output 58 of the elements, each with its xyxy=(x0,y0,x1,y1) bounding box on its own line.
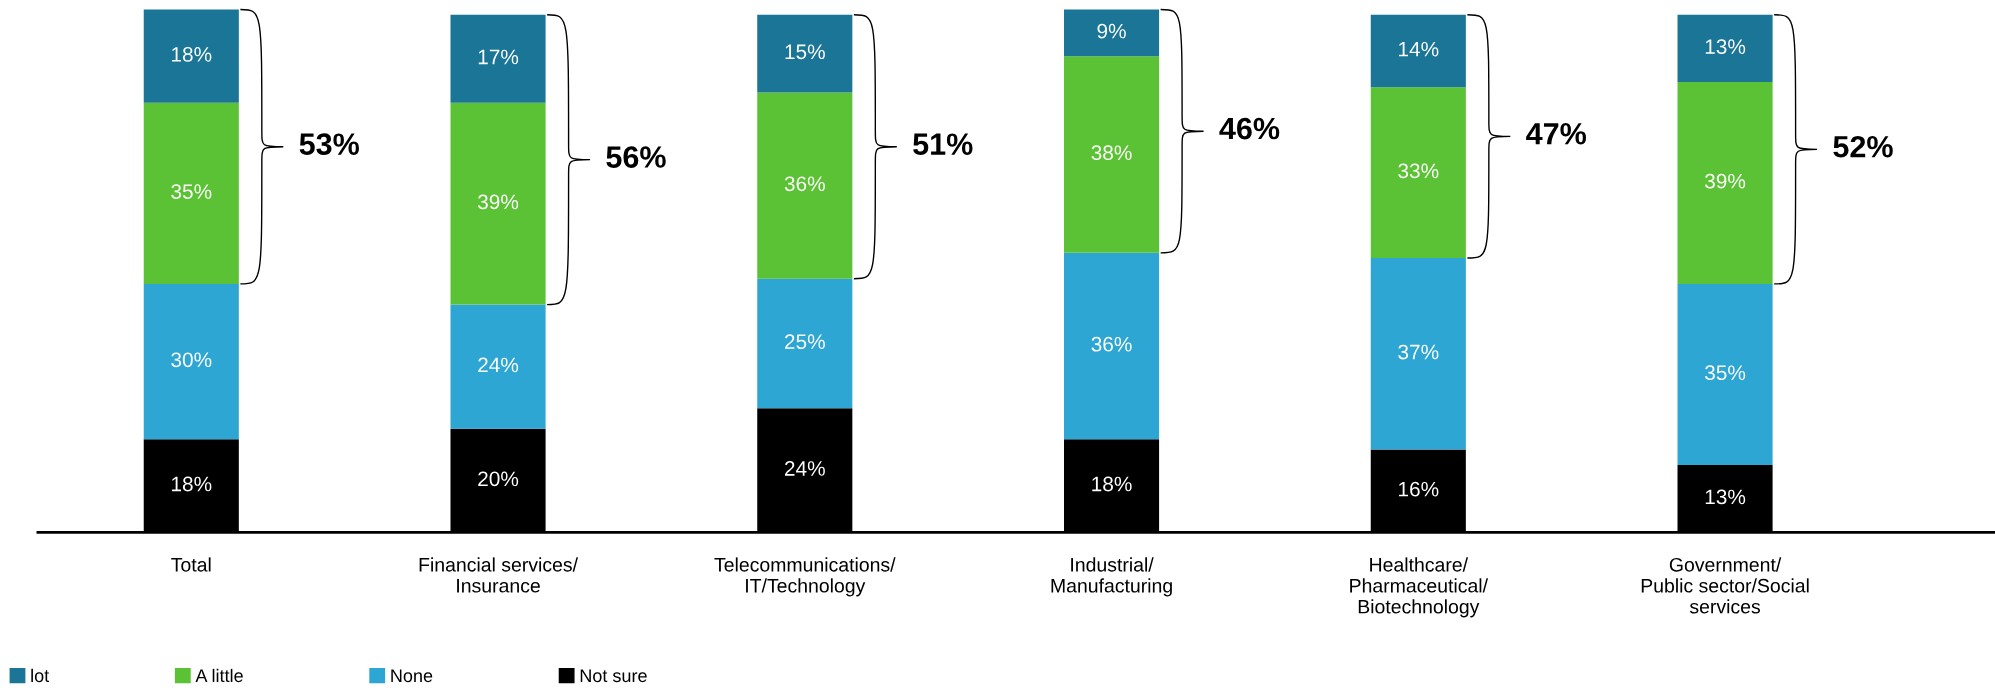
bar xyxy=(143,283,239,440)
data-label: 39% xyxy=(1705,173,1746,189)
annotation: 47% xyxy=(1526,123,1587,145)
data-label: 24% xyxy=(784,461,825,476)
data-label: 36% xyxy=(1091,336,1132,352)
x-tick-label: Government/ Public sector/Social services xyxy=(1641,557,1809,614)
bar xyxy=(1677,14,1773,83)
legend-label: None xyxy=(391,669,433,683)
data-label: 16% xyxy=(1399,481,1439,497)
annotation: 51% xyxy=(913,133,973,155)
data-label: 24% xyxy=(478,357,519,373)
data-label: 33% xyxy=(1398,163,1439,179)
data-label: 18% xyxy=(172,46,212,62)
legend-label: Not sure xyxy=(580,669,647,683)
data-label: 17% xyxy=(478,49,519,65)
data-label: 25% xyxy=(784,334,825,350)
bar xyxy=(1677,82,1773,284)
x-tick-label: Telecommunications/ IT/Technology xyxy=(714,557,896,597)
data-label: 18% xyxy=(172,476,212,492)
data-label: 35% xyxy=(1705,365,1746,381)
x-tick-label: Financial services/ Insurance xyxy=(419,557,579,593)
x-tick-label: Healthcare/ Pharmaceutical/ Biotechnology xyxy=(1350,557,1489,618)
bar xyxy=(1370,87,1466,259)
annotation: 46% xyxy=(1219,117,1280,140)
x-tick-label: Total xyxy=(171,557,211,572)
data-label: 38% xyxy=(1091,145,1132,161)
data-label: 14% xyxy=(1399,41,1439,57)
data-label: 18% xyxy=(1092,476,1132,492)
bar xyxy=(1064,56,1160,253)
annotation: 56% xyxy=(606,146,666,168)
data-label: 30% xyxy=(171,352,212,368)
data-label: 36% xyxy=(784,176,825,192)
bar xyxy=(143,9,239,103)
bar xyxy=(1064,252,1160,440)
data-label: 15% xyxy=(785,44,825,60)
bar xyxy=(757,92,853,279)
data-label: 9% xyxy=(1097,23,1126,39)
bar xyxy=(450,14,546,103)
bar xyxy=(450,304,546,429)
legend-label: lot xyxy=(31,668,50,683)
data-label: 35% xyxy=(171,184,212,199)
bar xyxy=(757,14,853,93)
bar xyxy=(143,102,239,284)
legend-label: A little xyxy=(195,668,243,683)
bar xyxy=(757,278,853,409)
data-label: 20% xyxy=(478,471,519,487)
data-label: 39% xyxy=(477,194,519,210)
annotation: 53% xyxy=(299,133,359,155)
bar xyxy=(1370,14,1466,88)
data-label: 13% xyxy=(1705,489,1746,505)
annotation: 52% xyxy=(1833,135,1893,158)
bar xyxy=(1370,258,1466,450)
data-label: 13% xyxy=(1705,39,1746,54)
x-tick-label: Industrial/ Manufacturing xyxy=(1051,557,1172,597)
bar xyxy=(450,102,546,305)
bar xyxy=(1064,9,1160,57)
data-label: 37% xyxy=(1398,344,1439,360)
bar xyxy=(1677,283,1773,466)
